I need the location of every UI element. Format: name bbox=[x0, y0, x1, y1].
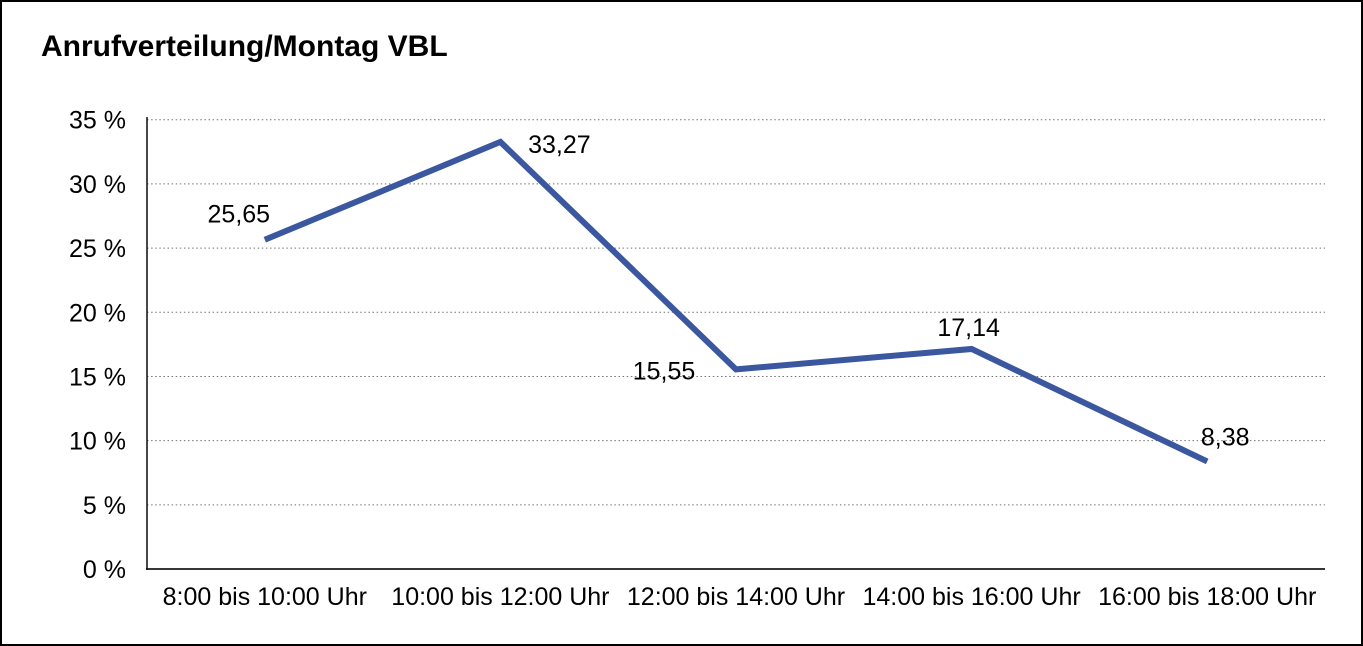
x-axis-label: 12:00 bis 14:00 Uhr bbox=[627, 583, 845, 611]
y-tick-label: 30 % bbox=[69, 171, 126, 199]
y-tick-label: 0 % bbox=[83, 556, 126, 584]
x-axis-label: 8:00 bis 10:00 Uhr bbox=[163, 583, 367, 611]
data-point-label: 15,55 bbox=[633, 357, 696, 385]
data-point-label: 33,27 bbox=[528, 131, 591, 159]
chart-title: Anrufverteilung/Montag VBL bbox=[41, 30, 448, 63]
y-tick-label: 5 % bbox=[83, 492, 126, 520]
y-tick-label: 20 % bbox=[69, 299, 126, 327]
x-axis-label: 14:00 bis 16:00 Uhr bbox=[862, 583, 1080, 611]
data-point-label: 25,65 bbox=[208, 201, 271, 229]
x-axis-label: 10:00 bis 12:00 Uhr bbox=[391, 583, 609, 611]
y-tick-label: 10 % bbox=[69, 428, 126, 456]
data-point-label: 8,38 bbox=[1201, 423, 1250, 451]
y-tick-label: 25 % bbox=[69, 235, 126, 263]
y-tick-label: 15 % bbox=[69, 363, 126, 391]
y-tick-label: 35 % bbox=[69, 107, 126, 135]
data-line bbox=[263, 138, 1209, 465]
data-point-label: 17,14 bbox=[937, 314, 1000, 342]
x-axis-label: 16:00 bis 18:00 Uhr bbox=[1098, 583, 1316, 611]
